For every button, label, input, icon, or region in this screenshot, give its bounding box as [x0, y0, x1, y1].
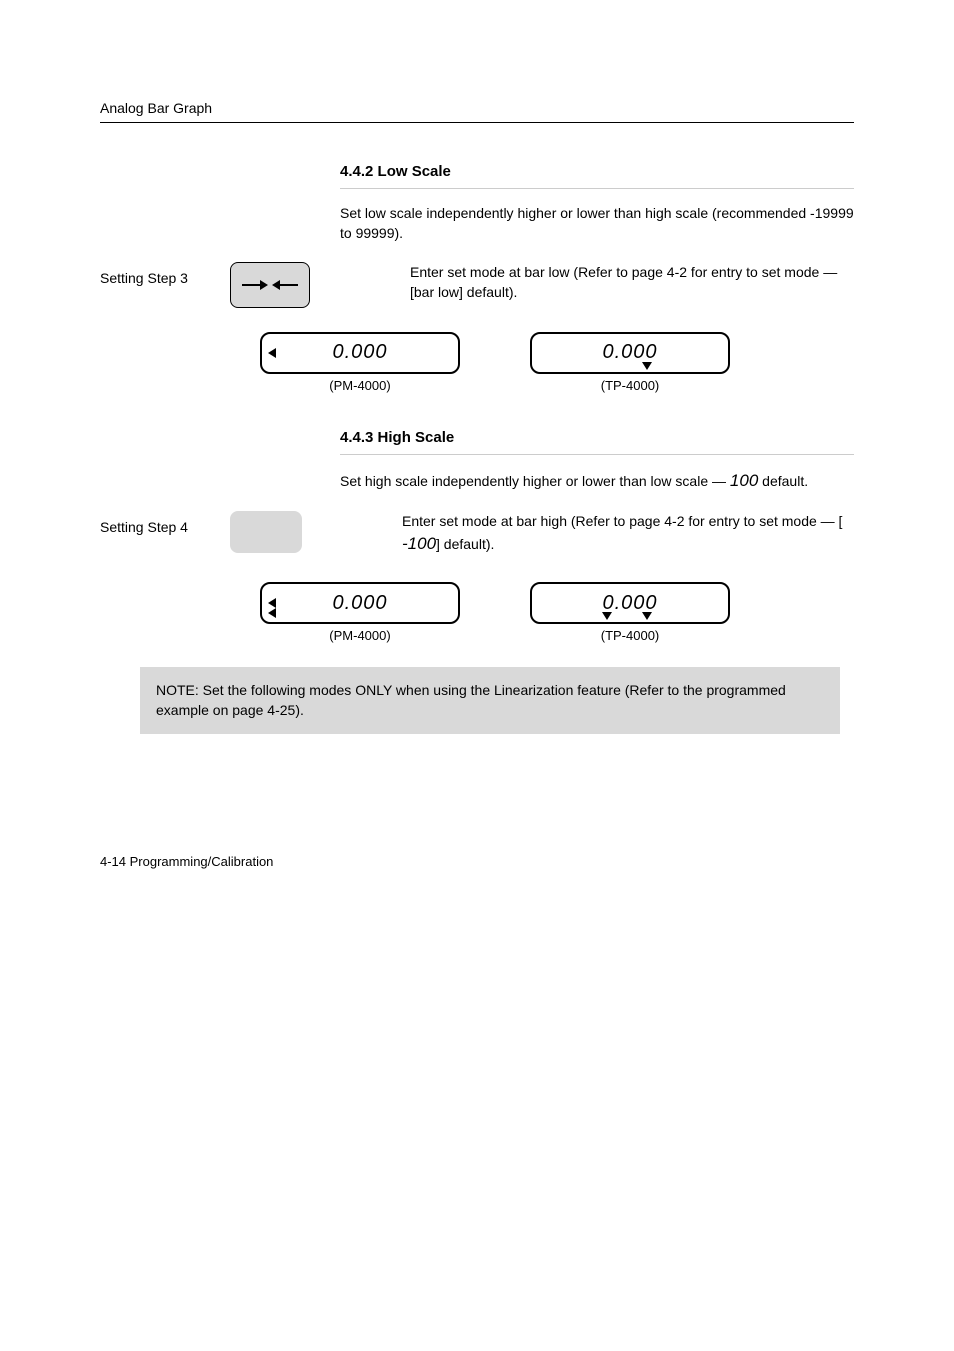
indicator-triangle-left-icon: [268, 598, 276, 608]
display-pm4000-low: 0.000: [260, 332, 460, 374]
section-low-scale-body: Set low scale independently higher or lo…: [340, 203, 854, 244]
display-pm4000-high: 0.000: [260, 582, 460, 624]
section-high-scale-body-post: default.: [758, 473, 808, 489]
blank-key-button[interactable]: [230, 511, 302, 553]
note-text: NOTE: Set the following modes ONLY when …: [156, 682, 786, 718]
note-box: NOTE: Set the following modes ONLY when …: [140, 667, 840, 734]
display-pm4000-high-value: 0.000: [332, 592, 387, 615]
section-rule-1: [340, 188, 854, 189]
header-rule: [100, 122, 854, 123]
indicator-triangle-down-icon: [642, 362, 652, 370]
display-pm4000-low-value: 0.000: [332, 341, 387, 364]
display-pm4000-low-caption: (PM-4000): [329, 378, 390, 393]
display-tp4000-high: 0.000: [530, 582, 730, 624]
section-high-scale-title: 4.4.3 High Scale: [340, 429, 854, 446]
step-4-text-post: ] default).: [436, 536, 494, 552]
indicator-triangle-left-icon: [268, 608, 276, 618]
section-rule-2: [340, 454, 854, 455]
display-tp4000-high-caption: (TP-4000): [601, 628, 660, 643]
section-high-scale-body-pre: Set high scale independently higher or l…: [340, 473, 730, 489]
section-high-scale-body: Set high scale independently higher or l…: [340, 469, 854, 494]
step-4-text-pre: Enter set mode at bar high (Refer to pag…: [402, 513, 842, 529]
page-header: Analog Bar Graph: [100, 100, 854, 116]
step-3-text: Enter set mode at bar low (Refer to page…: [410, 262, 854, 303]
display-tp4000-low-caption: (TP-4000): [601, 378, 660, 393]
page-footer: 4-14 Programming/Calibration: [100, 854, 854, 869]
step-4-label: Setting Step 4: [100, 511, 230, 535]
display-tp4000-low: 0.000: [530, 332, 730, 374]
section-low-scale-title: 4.4.2 Low Scale: [340, 163, 854, 180]
display-pm4000-high-caption: (PM-4000): [329, 628, 390, 643]
indicator-triangle-down-icon: [602, 612, 612, 620]
step-3-label: Setting Step 3: [100, 262, 230, 286]
enter-key-button[interactable]: [230, 262, 310, 308]
step-4-text: Enter set mode at bar high (Refer to pag…: [402, 511, 854, 556]
indicator-triangle-down-icon: [642, 612, 652, 620]
arrows-in-icon: [240, 275, 300, 295]
section-high-scale-default-value: 100: [730, 469, 758, 494]
indicator-triangle-left-icon: [268, 348, 276, 358]
step-4-value: -100: [402, 532, 436, 557]
